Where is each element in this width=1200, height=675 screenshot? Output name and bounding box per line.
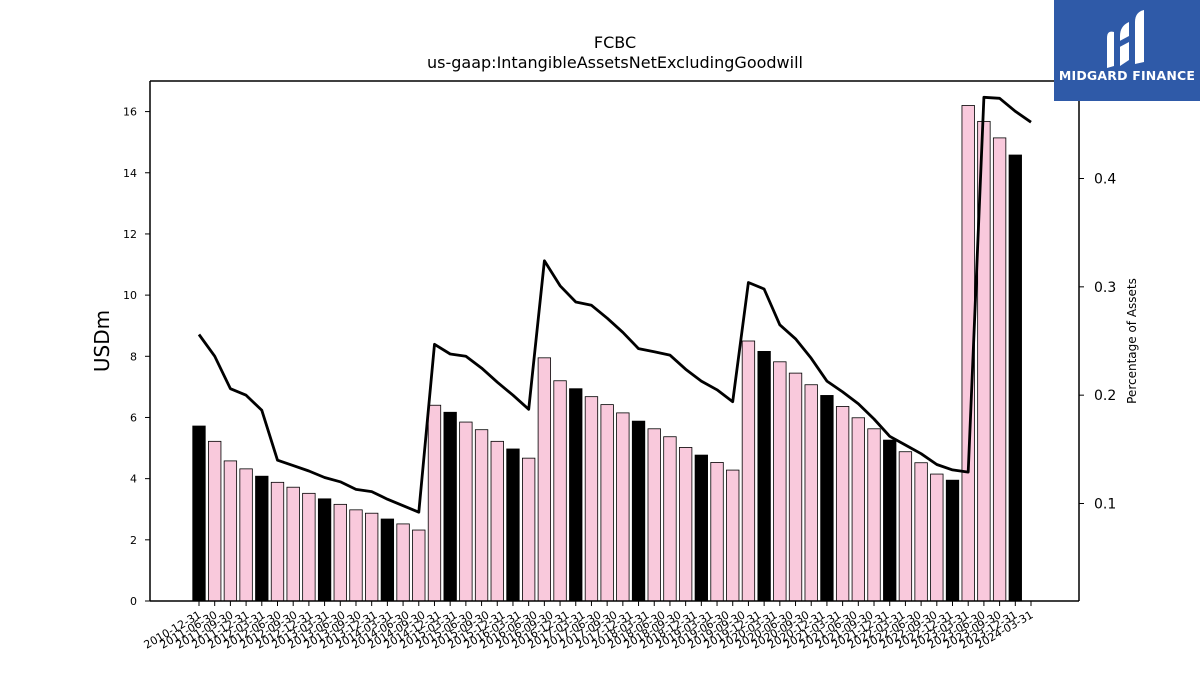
bar [490,440,504,602]
bar [678,447,693,602]
bar [773,361,787,602]
bar [443,411,457,602]
bar [412,529,426,602]
y2-axis-label: Percentage of Assets [1125,278,1139,404]
bar [317,498,332,602]
bar [396,523,410,602]
y2-axis-ticks: 0.1 0.2 0.3 0.4 [1079,172,1116,513]
axes [149,80,1080,602]
y-tick-label: 0 [130,595,137,608]
bar [192,425,206,602]
bar [741,340,756,602]
bar [474,429,489,602]
y-tick-label: 12 [123,228,137,241]
bar [239,468,253,602]
y2-tick-label: 0.3 [1094,280,1116,296]
bar [333,503,347,602]
bar [663,436,677,602]
bar [710,462,724,602]
bar [945,479,960,602]
bar [867,428,881,602]
bar [427,404,442,602]
y-tick-label: 6 [130,411,137,424]
bar [459,421,473,602]
percentage-line [197,95,1032,514]
bar [584,396,599,602]
bar [506,448,520,602]
bar [694,454,708,602]
y-tick-label: 2 [130,534,137,547]
y-axis-ticks: 0 2 4 6 8 10 12 14 16 [123,106,150,608]
bar [380,518,395,602]
bar [898,451,913,602]
bar [804,384,818,602]
bar [553,380,567,602]
y-axis-label: USDm [90,310,114,372]
bar [883,439,897,602]
bar [522,457,536,602]
y-tick-label: 16 [123,106,137,119]
y-tick-label: 8 [130,350,137,363]
bar [726,469,740,602]
y2-tick-label: 0.2 [1094,388,1116,404]
y-tick-label: 4 [130,473,137,486]
bar [992,137,1007,602]
chart-title: FCBC [594,33,636,52]
bar [255,475,269,602]
line-series [197,95,1032,514]
bar [286,486,300,602]
bar [349,509,363,602]
logo-icon [1107,10,1144,69]
y-tick-label: 14 [123,167,137,180]
bar [757,350,771,602]
bar [569,388,583,602]
x-axis-ticks: 2010-12-312011-06-302011-09-302011-12-31… [142,601,1036,652]
bar [647,428,661,602]
bar [930,473,944,602]
bar [1008,154,1022,602]
bar [914,462,928,602]
bar [788,372,803,602]
bar [820,395,834,602]
y-tick-label: 10 [123,289,137,302]
bar-series [192,105,1022,602]
bar [302,492,316,602]
bar [616,412,630,602]
bar [835,406,850,602]
bar [270,481,285,602]
bar [851,417,865,602]
y2-tick-label: 0.4 [1094,172,1116,188]
brand-name: MIDGARD FINANCE [1058,68,1196,83]
bar [631,420,646,602]
chart-subtitle: us-gaap:IntangibleAssetsNetExcludingGood… [427,53,803,72]
bar [537,357,552,602]
bar [208,440,222,602]
bar [600,404,614,602]
bar [223,460,238,602]
brand-logo: MIDGARD FINANCE [1054,0,1200,101]
y2-tick-label: 0.1 [1094,497,1116,513]
bar [365,512,379,602]
